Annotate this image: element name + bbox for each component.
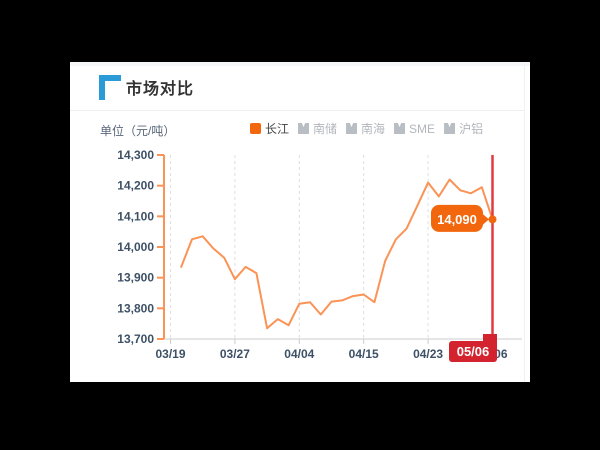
value-tooltip bbox=[431, 204, 483, 232]
date-badge-notch bbox=[483, 334, 497, 344]
y-axis-label: 14,000 bbox=[117, 240, 154, 254]
corner-bracket-icon bbox=[99, 74, 121, 100]
legend-swatch-inactive-icon bbox=[298, 123, 310, 134]
chart-legend: 长江 南储 南海 SME 沪铝 bbox=[250, 120, 483, 137]
x-axis-label: 03/27 bbox=[220, 347, 250, 361]
x-axis-label: 04/23 bbox=[413, 347, 443, 361]
current-date-badge-label: 05/06 bbox=[457, 344, 490, 359]
market-comparison-panel: 市场对比 单位（元/吨） 长江 南储 南海 SME 沪铝 14,300 14,200 14,… bbox=[70, 62, 530, 382]
legend-label: 南储 bbox=[313, 122, 338, 136]
legend-item-sme[interactable]: SME bbox=[394, 122, 435, 136]
page-title: 市场对比 bbox=[126, 81, 195, 98]
legend-item-nanchu[interactable]: 南储 bbox=[298, 120, 337, 137]
legend-item-hulv[interactable]: 沪铝 bbox=[444, 120, 483, 137]
legend-item-nanhai[interactable]: 南海 bbox=[346, 120, 385, 137]
legend-swatch-active-icon bbox=[250, 123, 261, 134]
y-axis-label: 13,700 bbox=[117, 332, 154, 346]
legend-label: 南海 bbox=[361, 122, 386, 136]
legend-label: 长江 bbox=[265, 122, 290, 136]
legend-item-changjiang[interactable]: 长江 bbox=[250, 120, 289, 137]
y-axis-label: 14,200 bbox=[117, 179, 154, 193]
legend-label: SME bbox=[409, 121, 436, 136]
value-tooltip-label: 14,090 bbox=[437, 212, 477, 227]
x-axis-label: 04/15 bbox=[349, 347, 379, 361]
x-axis-label: 04/04 bbox=[284, 347, 314, 361]
x-axis-label: 03/19 bbox=[155, 347, 185, 361]
price-line-chart[interactable]: 14,300 14,200 14,100 14,000 13,900 13,800 13,7… bbox=[70, 62, 530, 382]
header-divider bbox=[70, 110, 524, 111]
y-axis-label: 13,900 bbox=[117, 271, 154, 285]
legend-swatch-inactive-icon bbox=[394, 123, 406, 134]
last-point-dot bbox=[488, 215, 497, 224]
legend-swatch-inactive-icon bbox=[346, 123, 358, 134]
current-date-badge bbox=[449, 341, 497, 362]
legend-swatch-inactive-icon bbox=[444, 123, 456, 134]
y-axis-label: 14,100 bbox=[117, 209, 154, 223]
y-axis-label: 13,800 bbox=[117, 301, 154, 315]
panel-top-strip bbox=[70, 62, 530, 66]
y-axis-label: 14,300 bbox=[117, 148, 154, 162]
unit-label: 单位（元/吨） bbox=[100, 124, 176, 138]
panel-header: 市场对比 bbox=[99, 73, 194, 101]
panel-right-border bbox=[524, 66, 525, 382]
value-tooltip-pointer bbox=[482, 213, 489, 226]
legend-label: 沪铝 bbox=[459, 122, 484, 136]
price-line-series bbox=[180, 178, 494, 330]
